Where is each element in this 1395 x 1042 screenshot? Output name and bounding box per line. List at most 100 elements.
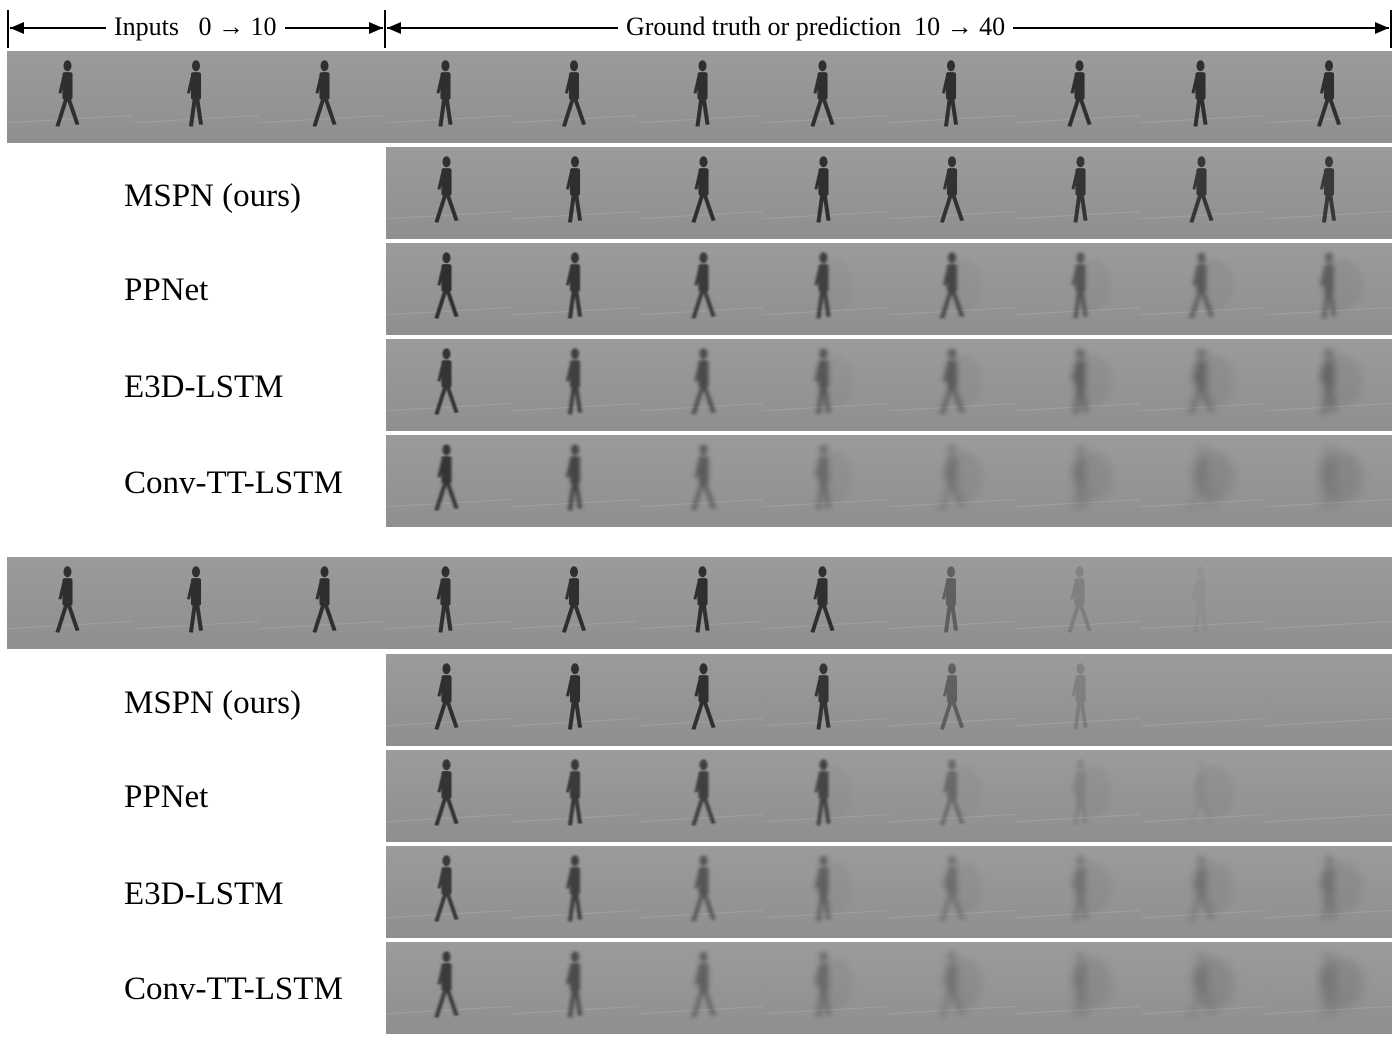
frame-image (637, 51, 763, 143)
frame-image (386, 846, 512, 938)
blur-blob (1074, 450, 1113, 503)
video-frame (385, 51, 511, 143)
frame-image (763, 942, 889, 1034)
blur-blob (1074, 861, 1113, 914)
frame-image (511, 557, 637, 649)
video-frame (512, 147, 638, 239)
frame-image (133, 51, 259, 143)
video-frame (889, 942, 1015, 1034)
video-frame (1266, 750, 1392, 842)
video-frame (386, 846, 512, 938)
blur-blob (1320, 861, 1364, 914)
video-frame (386, 942, 512, 1034)
blur-blob (1074, 354, 1113, 407)
video-frame (1266, 846, 1392, 938)
video-frame (763, 339, 889, 431)
frame-image (1015, 147, 1141, 239)
walker-figure (434, 252, 459, 319)
video-frame (259, 51, 385, 143)
frame-image (512, 750, 638, 842)
video-frame (1141, 339, 1267, 431)
frame-image (511, 51, 637, 143)
frame-image (1015, 942, 1141, 1034)
video-frame (888, 51, 1014, 143)
walker-figure (436, 566, 453, 633)
video-frame (1141, 243, 1267, 335)
walker-figure (55, 60, 80, 127)
video-frame (386, 654, 512, 746)
blur-blob (946, 957, 983, 1010)
frame-image (888, 51, 1014, 143)
frame-image (512, 147, 638, 239)
frame-image (386, 147, 512, 239)
blur-blob (819, 450, 853, 503)
panel1-label-ppnet: PPNet (124, 272, 209, 308)
video-frame (7, 557, 133, 649)
frame-image (763, 243, 889, 335)
frame-image (386, 339, 512, 431)
walker-figure (810, 60, 835, 127)
video-frame (638, 654, 764, 746)
inputs-label: Inputs 0 → 10 (106, 9, 285, 45)
walker-figure (565, 252, 583, 319)
walker-figure (1071, 156, 1088, 223)
blur-blob (1193, 258, 1235, 311)
ground-truth-label: Ground truth or prediction 10 → 40 (618, 9, 1014, 45)
blur-blob (1074, 765, 1113, 818)
video-frame (133, 51, 259, 143)
walker-figure (434, 444, 459, 511)
video-frame (762, 51, 888, 143)
video-frame (1141, 750, 1267, 842)
video-frame (511, 557, 637, 649)
frame-image (1141, 147, 1267, 239)
walker-figure (1316, 60, 1342, 127)
video-frame (1266, 339, 1392, 431)
video-frame (1015, 243, 1141, 335)
walker-figure (1191, 60, 1208, 127)
video-frame (889, 243, 1015, 335)
blur-blob (819, 354, 853, 407)
video-frame (1015, 846, 1141, 938)
frame-image (1141, 243, 1267, 335)
walker-figure (814, 156, 831, 223)
walker-figure (434, 855, 459, 922)
video-frame (1015, 942, 1141, 1034)
blur-blob (819, 765, 853, 818)
video-frame (638, 942, 764, 1034)
blur-blob (1074, 957, 1113, 1010)
video-frame (889, 750, 1015, 842)
frame-image (889, 942, 1015, 1034)
frame-image (1266, 846, 1392, 938)
frame-image (763, 654, 889, 746)
video-frame (1141, 147, 1267, 239)
walker-figure (941, 60, 959, 127)
video-frame (763, 846, 889, 938)
frame-image (1266, 557, 1392, 649)
gt-range: 10 → 40 (914, 12, 1006, 41)
frame-image (1266, 51, 1392, 143)
frame-image (512, 654, 638, 746)
video-frame (386, 147, 512, 239)
panel1-ppnet-strip (386, 243, 1392, 335)
frame-image (259, 557, 385, 649)
panel1-ground-truth-strip (7, 51, 1392, 143)
video-frame (512, 654, 638, 746)
frame-image (1141, 750, 1267, 842)
video-frame (1014, 51, 1140, 143)
video-frame (1015, 339, 1141, 431)
walker-figure (561, 60, 587, 127)
blur-blob (819, 258, 853, 311)
blur-blob (1074, 258, 1113, 311)
frame-image (7, 557, 133, 649)
blur-blob (946, 450, 983, 503)
video-frame (386, 435, 512, 527)
video-frame (888, 557, 1014, 649)
video-frame (1140, 51, 1266, 143)
blur-blob (946, 354, 983, 407)
walker-figure (810, 566, 835, 633)
video-frame (386, 339, 512, 431)
walker-figure (691, 252, 716, 319)
frame-image (1141, 435, 1267, 527)
video-frame (1266, 942, 1392, 1034)
frame-image (1015, 750, 1141, 842)
